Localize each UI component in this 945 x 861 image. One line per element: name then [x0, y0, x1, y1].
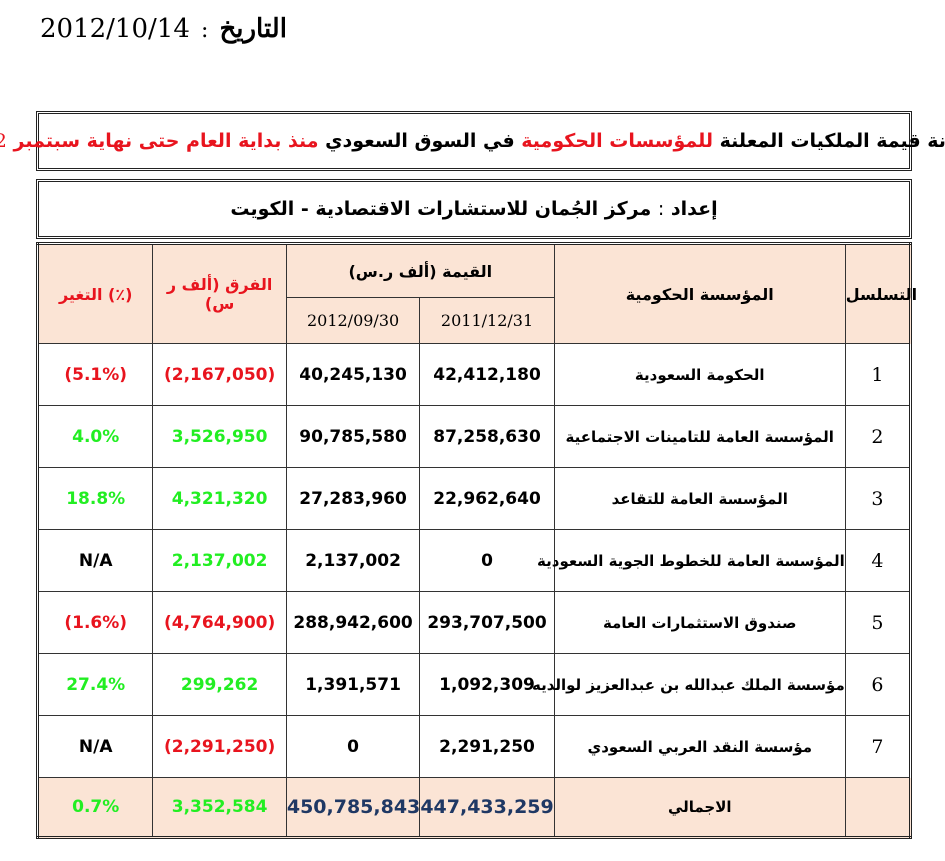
table-row: N/A (2,291,250) 0 2,291,250 مؤسسة النقد … [36, 715, 912, 778]
value-2012-cell: 2,137,002 [285, 529, 421, 592]
change-cell: 18.8% [36, 467, 154, 530]
institution-cell: المؤسسة العامة للخطوط الجوية السعودية [537, 529, 846, 592]
serial-cell: 7 [844, 715, 912, 778]
date-value: 2012/10/14 [40, 14, 190, 44]
header-serial: التسلسل [844, 243, 917, 344]
value-2011-cell: 87,258,630 [419, 405, 555, 468]
institution-cell: الحكومة السعودية [553, 343, 846, 406]
total-value-2011-cell: 447,433,259 [419, 777, 555, 838]
title-part-2: للمؤسسات الحكومية [521, 130, 714, 152]
header-institution: المؤسسة الحكومية [553, 243, 846, 344]
value-2012-cell: 288,942,600 [285, 591, 421, 654]
total-row: 0.7% 3,352,584 450,785,843 447,433,259 ا… [36, 777, 912, 838]
subtitle-text: مركز الجُمان للاستشارات الاقتصادية - الك… [230, 198, 652, 220]
table-row: (1.6%) (4,764,900) 288,942,600 293,707,5… [36, 591, 912, 654]
total-label-cell: الاجمالي [553, 777, 846, 838]
diff-cell: 2,137,002 [152, 529, 287, 592]
serial-cell: 6 [844, 653, 912, 716]
header-row: التغير (٪) الفرق (ألف ر س) القيمة (ألف ر… [36, 243, 917, 344]
diff-cell: (4,764,900) [152, 591, 287, 654]
diff-cell: 3,526,950 [152, 405, 287, 468]
value-2011-cell: 2,291,250 [419, 715, 555, 778]
subtitle-label: إعداد [670, 198, 718, 220]
diff-cell: 299,262 [152, 653, 287, 716]
table-row: (5.1%) (2,167,050) 40,245,130 42,412,180… [36, 343, 912, 406]
value-2012-cell: 40,245,130 [285, 343, 421, 406]
table-row: 4.0% 3,526,950 90,785,580 87,258,630 الم… [36, 405, 912, 468]
institution-cell: المؤسسة العامة للتقاعد [553, 467, 846, 530]
table-row: 27.4% 299,262 1,391,571 1,092,309 مؤسسة … [36, 653, 912, 716]
value-2011-cell: 293,707,500 [419, 591, 555, 654]
subtitle-separator: : [657, 198, 665, 220]
institution-cell: صندوق الاستثمارات العامة [553, 591, 846, 654]
date-separator: : [200, 18, 209, 43]
table-row: N/A 2,137,002 2,137,002 0 المؤسسة العامة… [36, 529, 912, 592]
change-cell: N/A [36, 529, 154, 592]
header-diff: الفرق (ألف ر س) [152, 243, 287, 344]
institution-cell: المؤسسة العامة للتامينات الاجتماعية [553, 405, 846, 468]
title-part-1: مقارنة قيمة الملكيات المعلنة [719, 130, 945, 152]
report-subtitle: إعداد : مركز الجُمان للاستشارات الاقتصاد… [36, 179, 912, 239]
change-cell: 4.0% [36, 405, 154, 468]
diff-cell: (2,291,250) [152, 715, 287, 778]
institution-cell: مؤسسة النقد العربي السعودي [553, 715, 846, 778]
title-part-4: منذ بداية العام حتى نهاية سبتمبر [13, 130, 319, 152]
diff-cell: (2,167,050) [152, 343, 287, 406]
header-date-2011: 2011/12/31 [419, 297, 555, 344]
serial-cell: 3 [844, 467, 912, 530]
header-date-2012: 2012/09/30 [285, 297, 421, 344]
institution-cell: مؤسسة الملك عبدالله بن عبدالعزيز لوالديه [532, 653, 846, 716]
table-row: 18.8% 4,321,320 27,283,960 22,962,640 ال… [36, 467, 912, 530]
change-cell: (5.1%) [36, 343, 154, 406]
ownership-table: التغير (٪) الفرق (ألف ر س) القيمة (ألف ر… [36, 242, 917, 839]
change-cell: 27.4% [36, 653, 154, 716]
total-serial-cell [844, 777, 912, 838]
value-2011-cell: 0 [419, 529, 555, 592]
serial-cell: 4 [844, 529, 912, 592]
value-2012-cell: 1,391,571 [285, 653, 421, 716]
header-subrow: 2012/09/30 2011/12/31 [38, 297, 911, 344]
serial-cell: 1 [844, 343, 912, 406]
header-change: التغير (٪) [36, 243, 154, 344]
value-2012-cell: 0 [285, 715, 421, 778]
value-2012-cell: 90,785,580 [285, 405, 421, 468]
title-year: 2012 [0, 130, 7, 152]
value-2011-cell: 1,092,309 [419, 653, 555, 716]
serial-cell: 2 [844, 405, 912, 468]
value-2012-cell: 27,283,960 [285, 467, 421, 530]
date-label: التاريخ [219, 14, 287, 44]
diff-cell: 4,321,320 [152, 467, 287, 530]
title-part-3: في السوق السعودي [325, 130, 515, 152]
value-2011-cell: 42,412,180 [419, 343, 555, 406]
header-value: القيمة (ألف ر.س) [285, 243, 555, 298]
report-date: التاريخ : 2012/10/14 [40, 14, 287, 44]
total-change-cell: 0.7% [36, 777, 154, 838]
change-cell: N/A [36, 715, 154, 778]
change-cell: (1.6%) [36, 591, 154, 654]
report-title: مقارنة قيمة الملكيات المعلنة للمؤسسات ال… [0, 111, 945, 171]
total-value-2012-cell: 450,785,843 [285, 777, 421, 838]
value-2011-cell: 22,962,640 [419, 467, 555, 530]
serial-cell: 5 [844, 591, 912, 654]
total-diff-cell: 3,352,584 [152, 777, 287, 838]
